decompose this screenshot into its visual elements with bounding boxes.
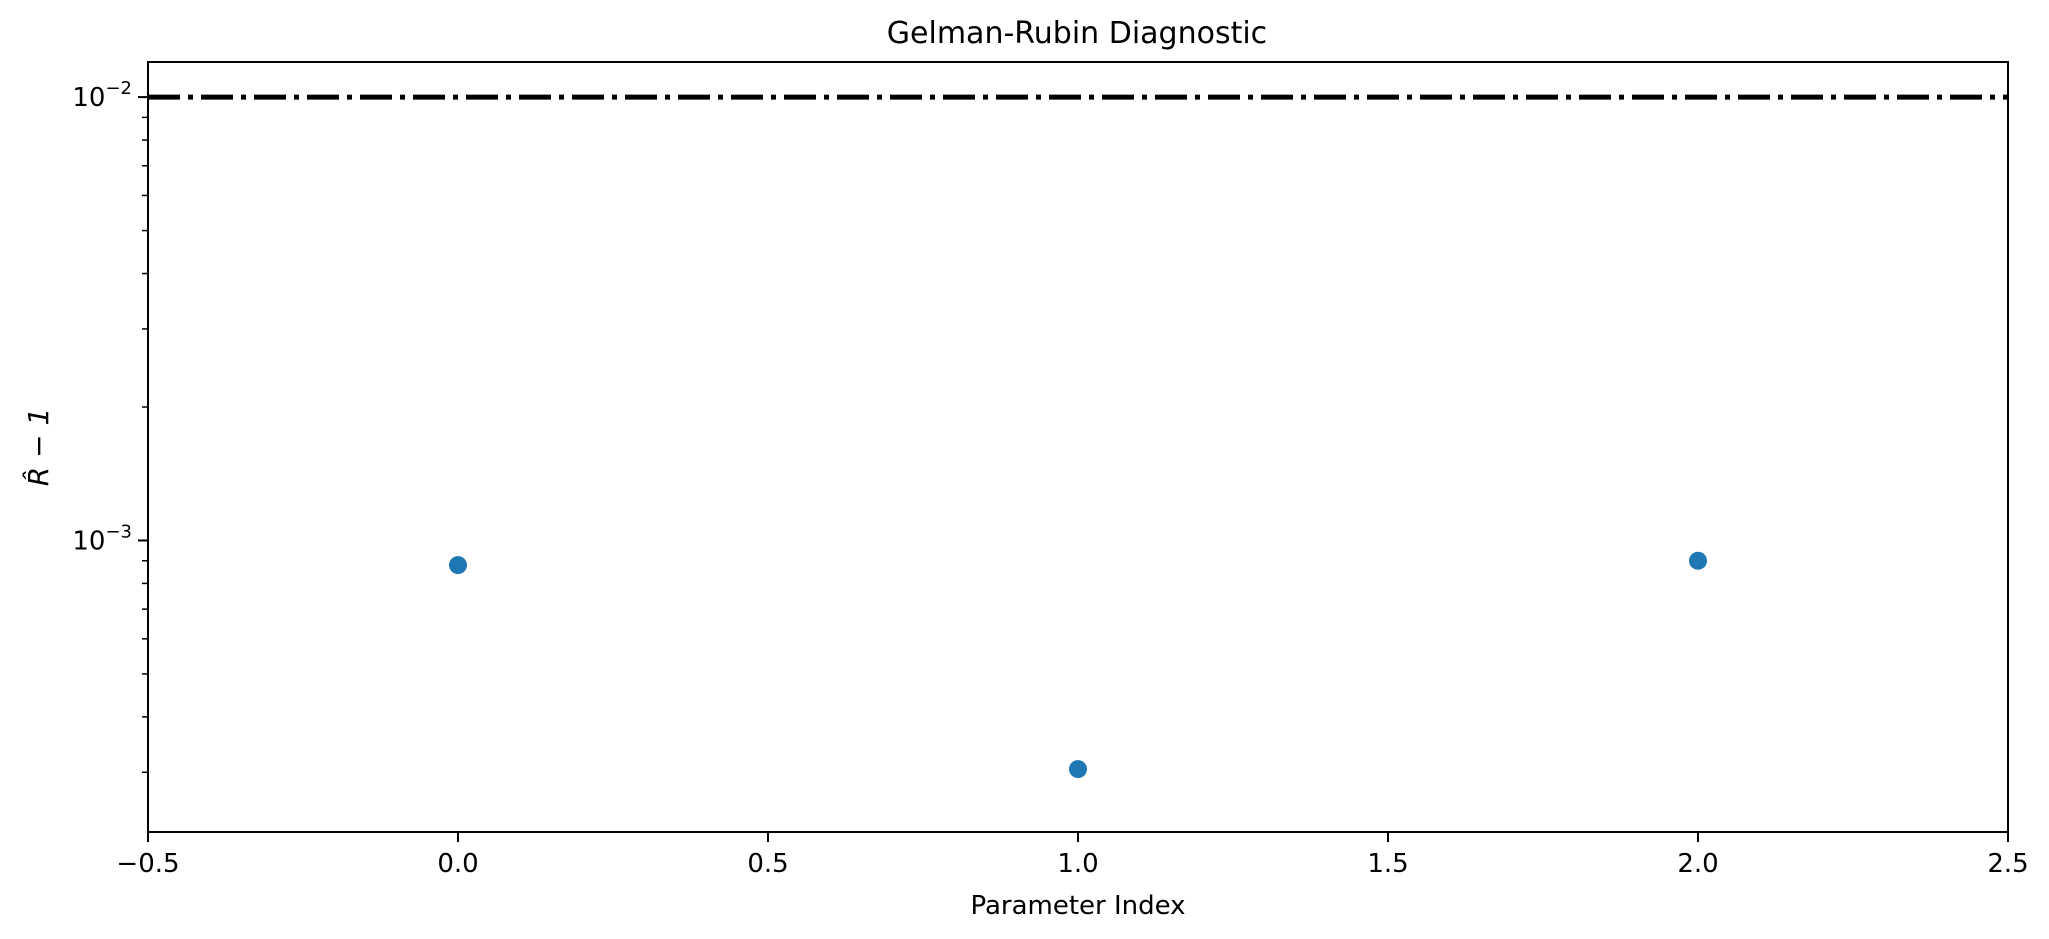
x-tick-label: 1.0 (1057, 849, 1098, 879)
data-point (449, 556, 467, 575)
x-tick-label: 1.5 (1367, 849, 1408, 879)
y-axis-label: R̂ − 1 (22, 408, 55, 487)
x-tick-label: 2.5 (1987, 849, 2028, 879)
y-tick-label: 10−3 (72, 521, 132, 556)
x-tick-label: 0.0 (437, 849, 478, 879)
data-point (1689, 551, 1707, 570)
y-tick-label: 10−2 (72, 78, 132, 113)
y-axis: 10−2 10−3 (72, 78, 148, 774)
plot-area (148, 94, 2008, 779)
x-tick-label: −0.5 (116, 849, 179, 879)
chart-title: Gelman-Rubin Diagnostic (887, 16, 1267, 51)
x-axis-label: Parameter Index (970, 891, 1185, 921)
data-point (1069, 760, 1087, 779)
x-tick-label: 2.0 (1677, 849, 1718, 879)
plot-frame (147, 61, 2009, 833)
x-tick-label: 0.5 (747, 849, 788, 879)
x-axis: −0.5 0.0 0.5 1.0 1.5 2.0 2.5 (116, 832, 2029, 879)
